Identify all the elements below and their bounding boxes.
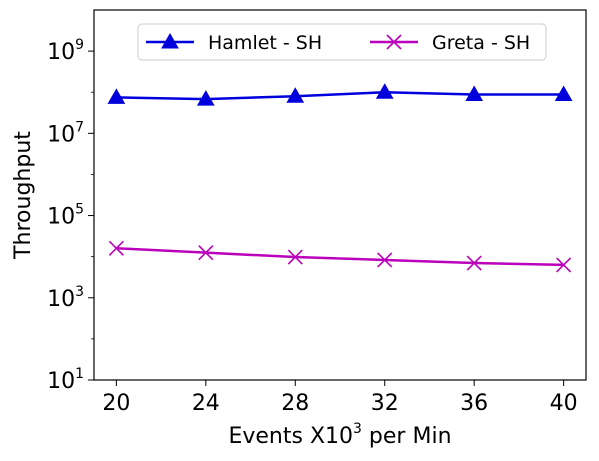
legend-entry: Hamlet - SH bbox=[146, 32, 322, 54]
data-point bbox=[108, 240, 124, 256]
legend-label: Hamlet - SH bbox=[208, 32, 322, 54]
x-axis-label-prefix: Events X10 bbox=[228, 424, 353, 449]
y-axis-label: Throughput bbox=[11, 131, 36, 260]
legend-entry: Greta - SH bbox=[370, 32, 530, 54]
x-axis-label-exponent: 3 bbox=[353, 421, 362, 437]
legend: Hamlet - SH Greta - SH bbox=[137, 23, 547, 61]
y-tick-label: 107 bbox=[47, 119, 84, 147]
x-axis-label: Events X103 per Min bbox=[228, 421, 451, 449]
data-point bbox=[286, 87, 305, 103]
y-axis: 101 103 105 107 109 bbox=[47, 37, 94, 394]
series-line bbox=[116, 247, 564, 267]
y-tick-label: 103 bbox=[47, 284, 84, 312]
legend-box bbox=[137, 23, 547, 61]
series-0 bbox=[107, 83, 573, 106]
legend-label: Greta - SH bbox=[432, 32, 530, 54]
data-point bbox=[554, 85, 573, 102]
data-point bbox=[287, 249, 303, 265]
data-point bbox=[375, 83, 394, 99]
data-point bbox=[196, 90, 215, 106]
x-axis: 20 24 28 32 36 40 bbox=[102, 380, 578, 416]
y-tick-label: 109 bbox=[47, 37, 84, 65]
series-line bbox=[116, 90, 564, 101]
data-point bbox=[465, 85, 484, 102]
x-tick-label: 24 bbox=[192, 391, 220, 416]
data-point bbox=[198, 245, 214, 261]
x-axis-label-suffix: per Min bbox=[362, 424, 452, 449]
x-tick-label: 32 bbox=[371, 391, 399, 416]
data-point bbox=[556, 257, 572, 273]
series-1 bbox=[108, 240, 572, 273]
legend-marker bbox=[161, 32, 179, 49]
data-point bbox=[107, 88, 126, 104]
y-tick-label: 105 bbox=[47, 202, 84, 230]
plot-frame bbox=[93, 9, 587, 381]
x-tick-label: 40 bbox=[550, 391, 578, 416]
x-tick-label: 20 bbox=[102, 391, 130, 416]
data-point bbox=[377, 252, 393, 268]
x-tick-label: 36 bbox=[460, 391, 488, 416]
legend-marker bbox=[386, 34, 402, 50]
y-tick-label: 101 bbox=[47, 366, 84, 394]
plot-content bbox=[107, 83, 573, 273]
data-point bbox=[466, 255, 482, 271]
x-tick-label: 28 bbox=[281, 391, 309, 416]
